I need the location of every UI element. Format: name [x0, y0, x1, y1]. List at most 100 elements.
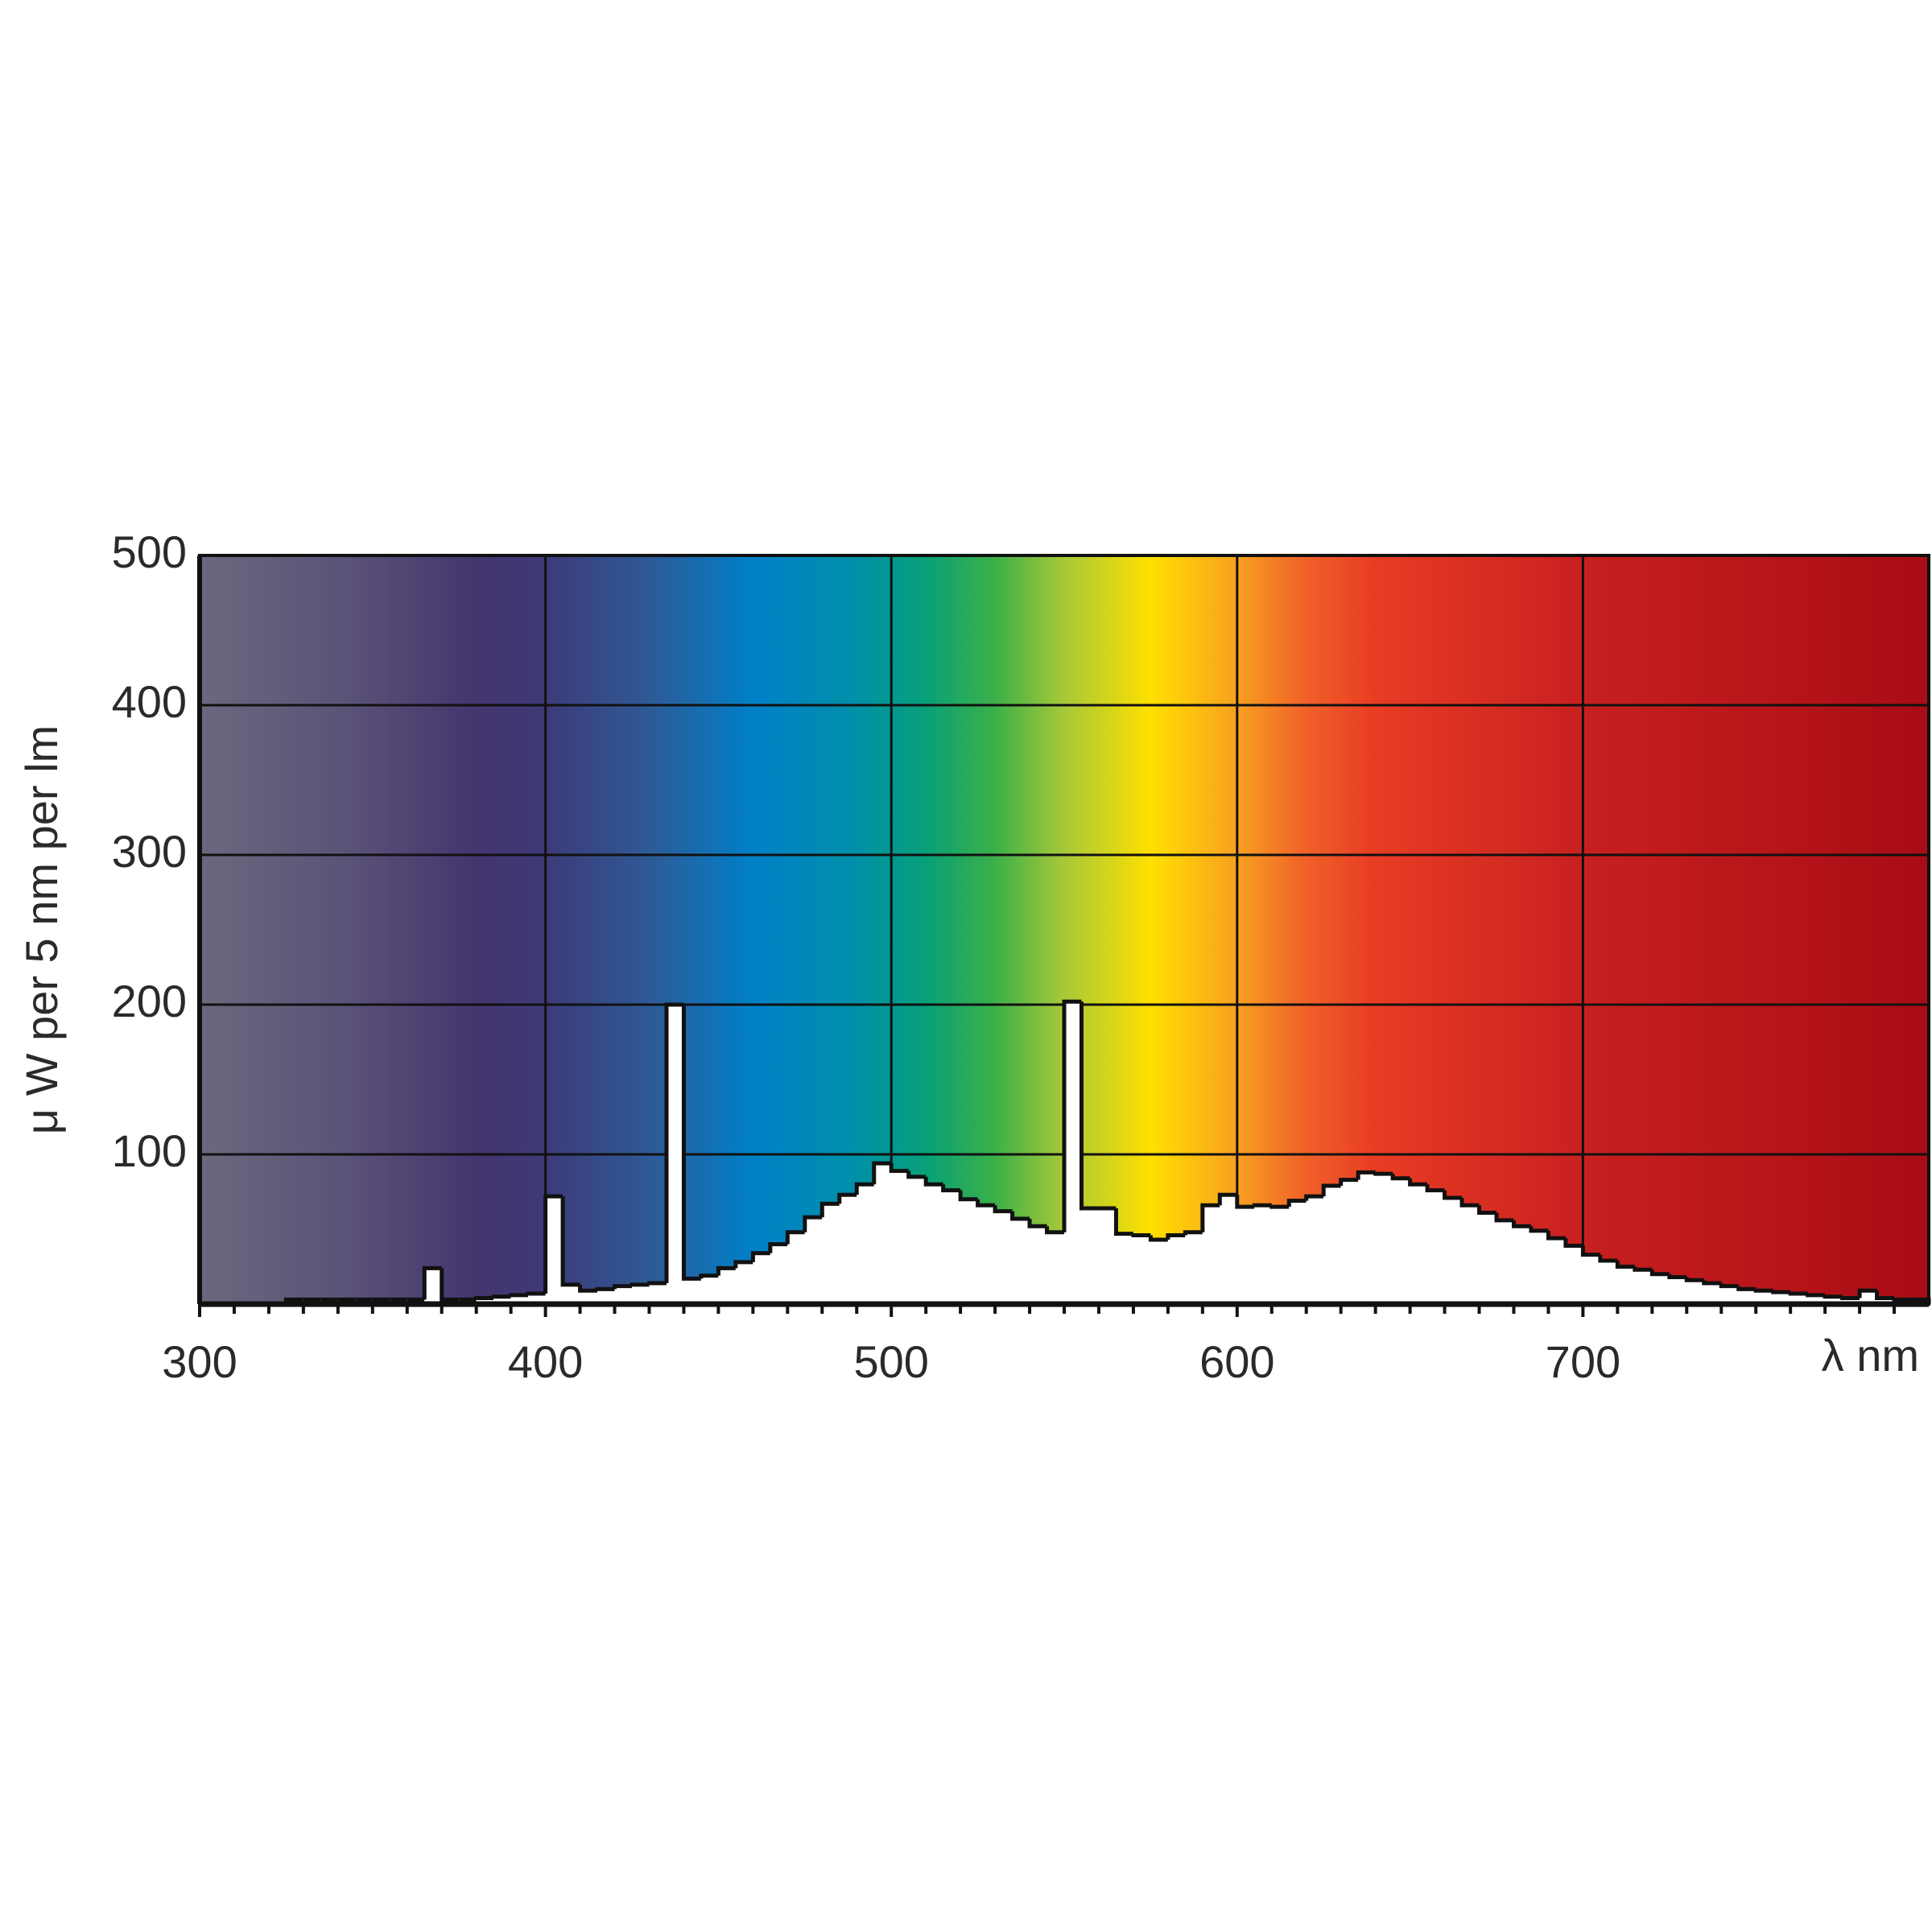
- bar: [977, 1205, 996, 1304]
- bar: [822, 1203, 840, 1304]
- step-outline: [1148, 1235, 1168, 1242]
- step-outline: [1563, 1238, 1583, 1248]
- bar: [563, 1284, 581, 1304]
- bar: [1358, 1172, 1377, 1304]
- bar: [1393, 1178, 1411, 1304]
- bar: [873, 1163, 892, 1304]
- step-outline: [681, 1005, 701, 1281]
- bar: [1462, 1205, 1480, 1304]
- bar: [1583, 1254, 1601, 1304]
- bar: [1098, 1208, 1117, 1304]
- step-outline: [491, 1294, 511, 1299]
- bar: [1289, 1200, 1307, 1304]
- step-outline: [474, 1296, 494, 1301]
- step-outline: [837, 1192, 857, 1204]
- step-outline: [819, 1201, 840, 1218]
- bar: [1410, 1184, 1428, 1304]
- bar: [1842, 1298, 1860, 1304]
- step-outline: [1806, 1293, 1826, 1298]
- step-outline: [1339, 1178, 1359, 1187]
- step-outline: [560, 1196, 580, 1287]
- bar: [1081, 1208, 1100, 1304]
- step-outline: [595, 1286, 615, 1291]
- step-outline: [1321, 1183, 1341, 1197]
- bar: [1876, 1298, 1895, 1304]
- step-outline: [509, 1293, 529, 1298]
- bar: [1565, 1245, 1583, 1304]
- step-outline: [923, 1176, 943, 1187]
- step-outline: [1719, 1282, 1739, 1289]
- step-outline: [646, 1281, 667, 1286]
- bar: [545, 1196, 564, 1304]
- bar: [700, 1275, 719, 1304]
- bar: [1271, 1207, 1290, 1304]
- bar: [891, 1170, 910, 1304]
- y-tick-label: 400: [112, 676, 187, 727]
- step-outline: [1684, 1277, 1704, 1282]
- bar: [857, 1184, 875, 1304]
- bar: [995, 1211, 1013, 1304]
- bar: [960, 1199, 979, 1304]
- y-tick-label: 500: [112, 526, 187, 577]
- bar: [1703, 1282, 1722, 1304]
- step-outline: [699, 1274, 719, 1279]
- step-outline: [1356, 1170, 1376, 1180]
- bar: [1496, 1220, 1514, 1304]
- bar: [1807, 1294, 1826, 1304]
- bar: [1236, 1207, 1255, 1304]
- x-tick-label: 400: [508, 1336, 583, 1387]
- step-outline: [1823, 1294, 1843, 1299]
- bar: [753, 1253, 771, 1304]
- step-outline: [1598, 1254, 1618, 1263]
- step-outline: [872, 1161, 892, 1185]
- bar: [1669, 1277, 1687, 1304]
- bar: [1012, 1218, 1030, 1304]
- bar: [1185, 1232, 1203, 1304]
- step-outline: [716, 1265, 736, 1276]
- step-outline: [613, 1284, 632, 1290]
- bar: [597, 1289, 616, 1304]
- bar: [1375, 1174, 1393, 1304]
- step-outline: [578, 1284, 598, 1293]
- step-outline: [768, 1242, 788, 1253]
- x-tick-label: 500: [853, 1336, 928, 1387]
- step-outline: [1217, 1192, 1237, 1206]
- step-outline: [1443, 1190, 1463, 1200]
- step-outline: [1373, 1171, 1393, 1176]
- step-outline: [630, 1282, 650, 1287]
- bar: [1030, 1226, 1048, 1304]
- step-outline: [1857, 1288, 1877, 1298]
- bar: [1652, 1274, 1670, 1304]
- bar: [1133, 1235, 1151, 1304]
- bar: [735, 1261, 753, 1304]
- step-outline: [1459, 1197, 1480, 1208]
- bar: [1046, 1232, 1065, 1304]
- y-tick-label: 200: [112, 976, 187, 1026]
- step-outline: [976, 1199, 996, 1208]
- bar: [1825, 1296, 1843, 1304]
- bar: [1323, 1186, 1342, 1304]
- y-tick-label: 100: [112, 1125, 187, 1176]
- step-outline: [1529, 1226, 1549, 1233]
- step-outline: [1736, 1286, 1757, 1291]
- bar: [804, 1217, 823, 1304]
- bar: [580, 1290, 598, 1304]
- x-tick-label: 300: [162, 1336, 237, 1387]
- step-outline: [1200, 1203, 1220, 1232]
- step-outline: [1580, 1245, 1600, 1257]
- bar: [787, 1232, 806, 1304]
- step-outline: [664, 1002, 684, 1283]
- bar: [926, 1184, 944, 1304]
- step-outline: [1079, 1001, 1099, 1211]
- bar: [476, 1298, 494, 1304]
- step-outline: [1702, 1280, 1722, 1286]
- step-outline: [1166, 1232, 1186, 1241]
- step-outline: [1269, 1204, 1290, 1209]
- bar: [1202, 1205, 1220, 1304]
- step-outline: [854, 1182, 874, 1195]
- step-outline: [1494, 1212, 1514, 1223]
- step-outline: [1546, 1230, 1566, 1241]
- bar: [839, 1195, 857, 1304]
- bar: [632, 1284, 650, 1304]
